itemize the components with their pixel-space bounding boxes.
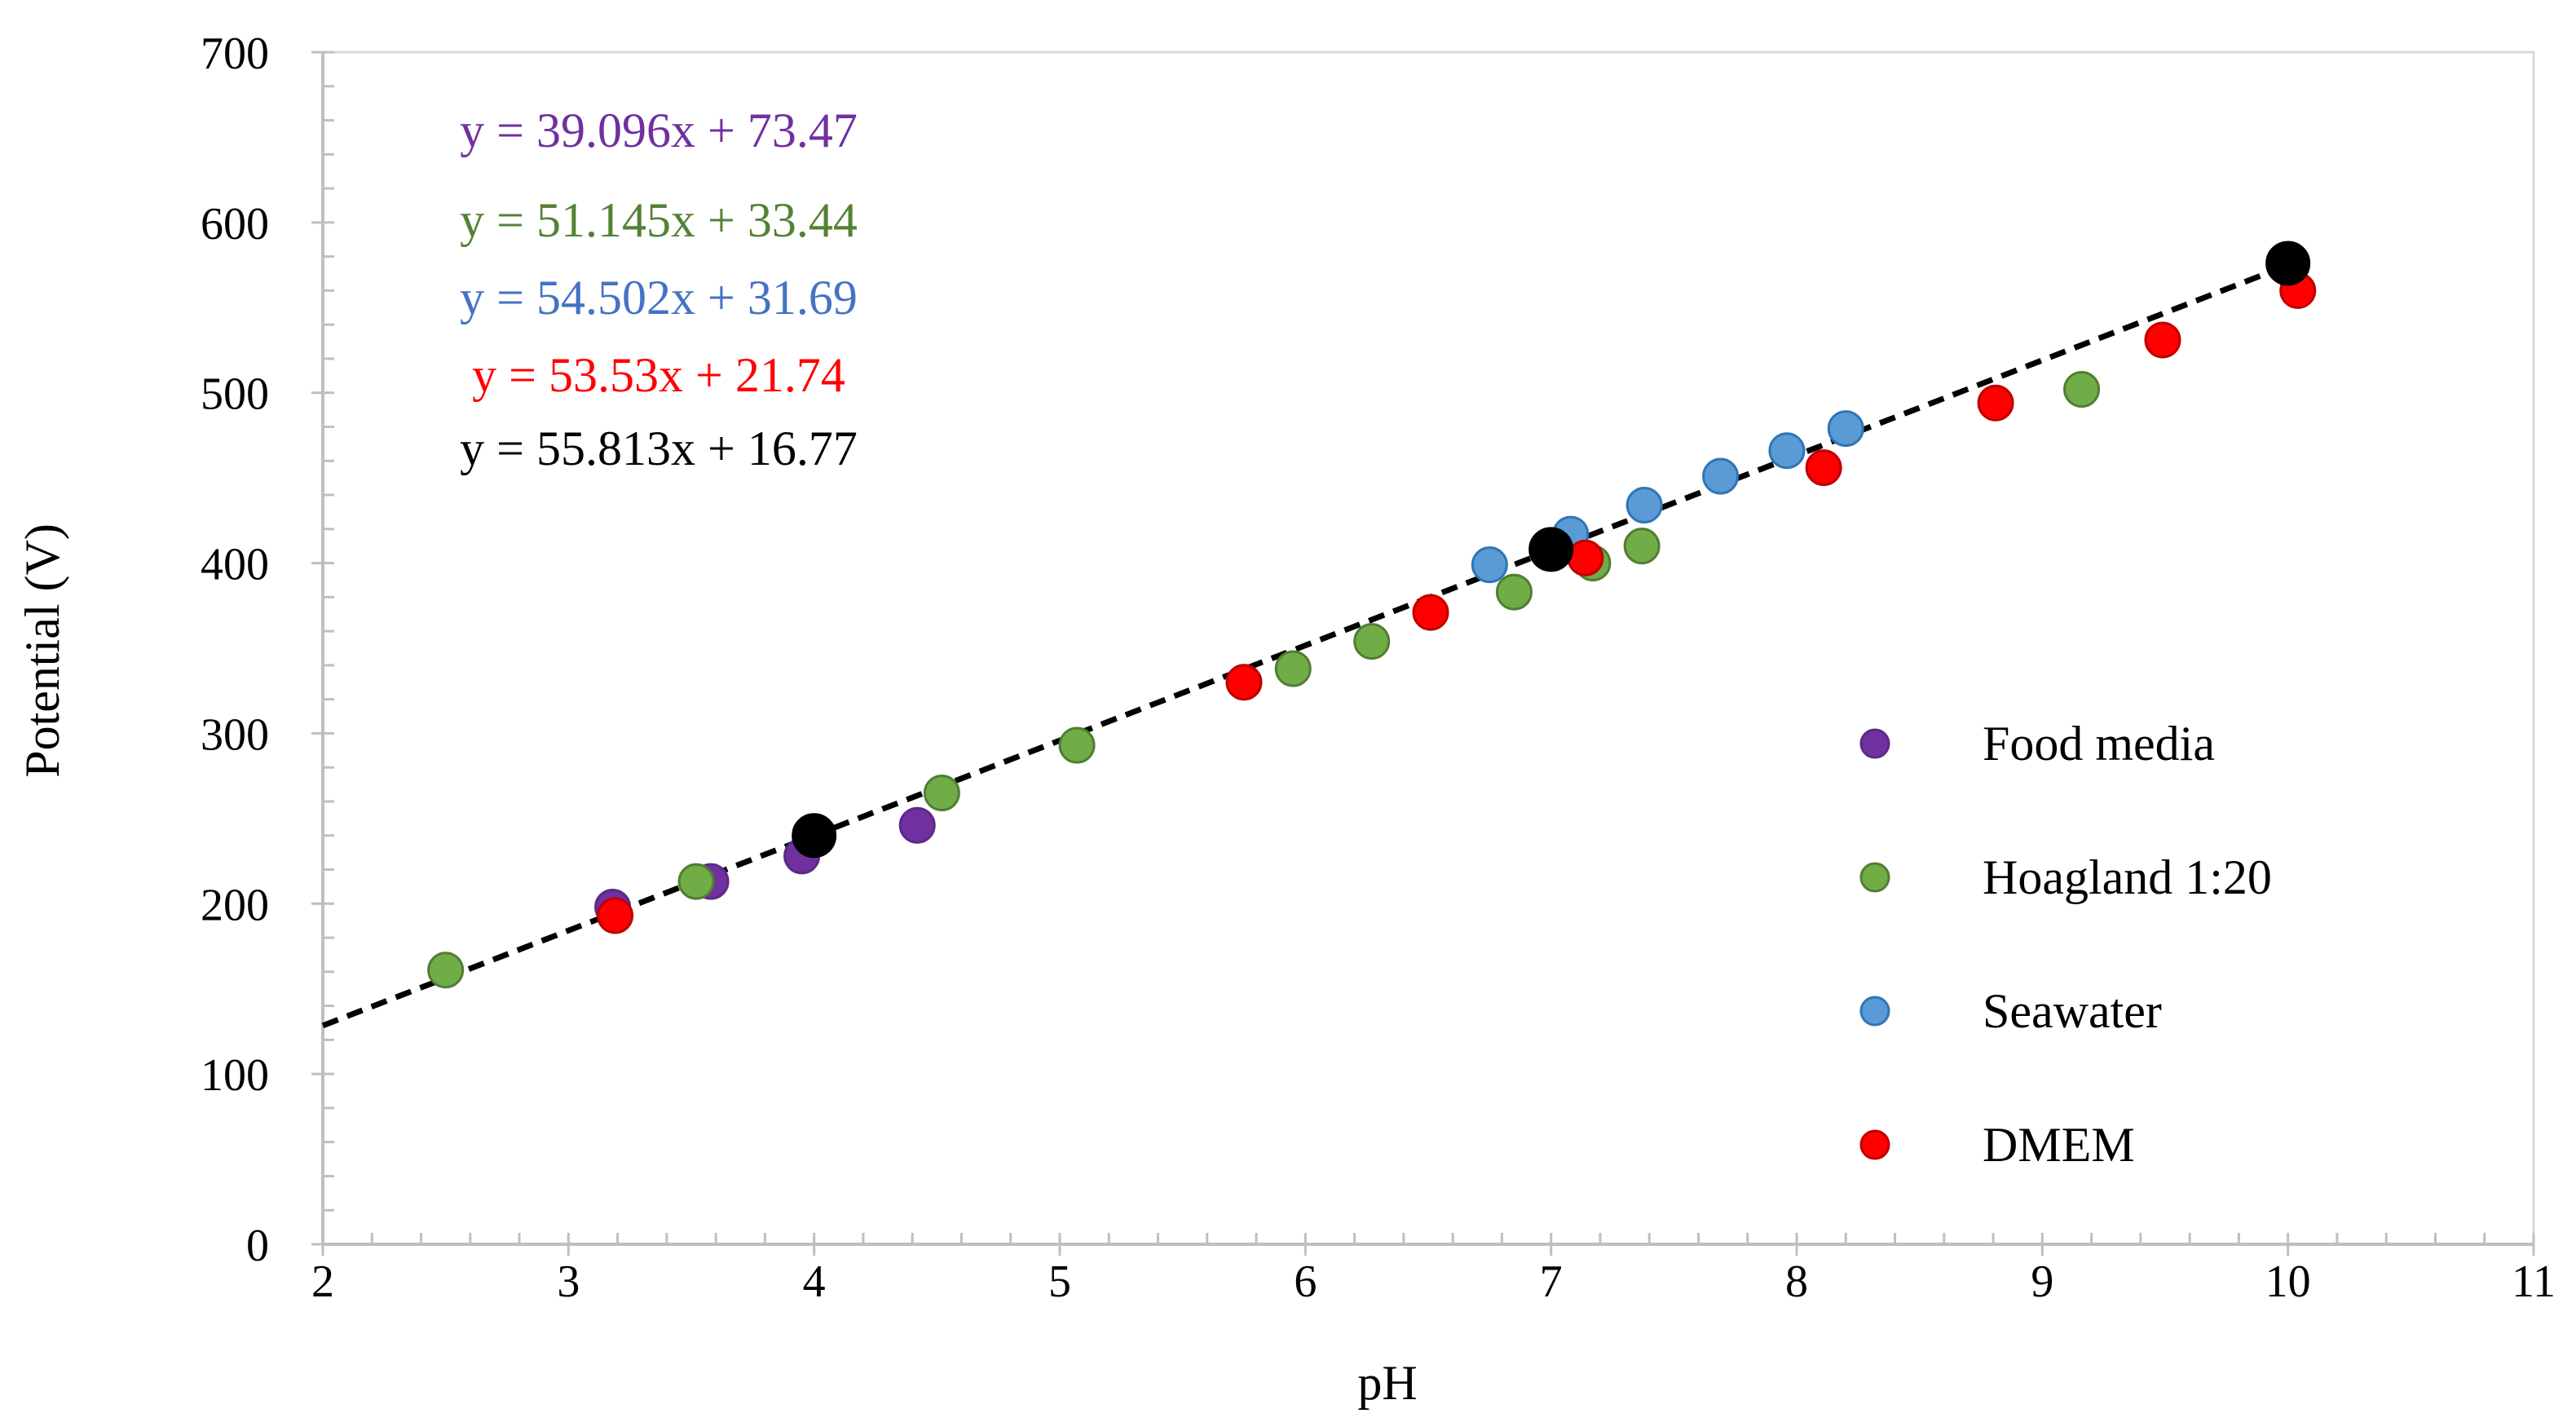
x-tick-label: 2 [311,1256,334,1307]
food-media-point [898,806,936,844]
x-tick-label: 8 [1785,1256,1808,1307]
hoagland-1-20-point [1058,726,1096,764]
calibration-point [1528,527,1574,572]
dmem-point [1805,449,1842,487]
x-tick-label: 3 [557,1256,580,1307]
seawater-point [1827,410,1864,448]
x-axis-title: pH [1357,1356,1417,1410]
y-tick-label: 400 [201,540,269,590]
hoagland-1-20-point [1353,623,1391,660]
dmem-point [1977,384,2014,422]
dmem-point [1225,664,1263,701]
x-tick-label: 10 [2265,1256,2311,1307]
hoagland-1-20-point [2063,371,2101,408]
x-tick-label: 6 [1294,1256,1317,1307]
trendline-equation: y = 54.502x + 31.69 [460,271,858,325]
trendline-equation: y = 53.53x + 21.74 [472,348,845,402]
hoagland-1-20-point [1495,573,1533,611]
legend: Food media Hoagland 1:20 Seawater DMEM [1859,717,2272,1172]
hoagland-1-20-point [677,863,715,900]
trendline [321,263,2289,1029]
trendline-equation: y = 39.096x + 73.47 [460,104,858,157]
legend-marker-dmem [1859,1129,1890,1160]
calibration-point [792,813,837,859]
trendline-equation: y = 51.145x + 33.44 [460,193,858,247]
dmem-point [1567,539,1604,576]
legend-label-seawater: Seawater [1983,984,2162,1038]
hoagland-1-20-point [427,952,465,989]
seawater-point [1768,432,1806,470]
hoagland-1-20-point [1274,650,1312,687]
y-tick-labels: 0 100 200 300 400 500 600 700 [201,29,323,1271]
trendline-equations: y = 39.096x + 73.47 y = 51.145x + 33.44 y … [460,104,858,475]
seawater-point [1625,487,1663,524]
calibration-point [2265,241,2311,286]
data-points [427,241,2317,989]
legend-marker-hoagland-1-20 [1859,862,1890,893]
dmem-point [1412,594,1449,631]
hoagland-1-20-point [1623,528,1661,565]
legend-label-food-media: Food media [1983,717,2215,771]
seawater-point [1471,546,1508,584]
x-tick-label: 11 [2512,1256,2556,1307]
y-tick-label: 700 [201,29,269,79]
y-tick-label: 500 [201,369,269,420]
seawater-point [1702,457,1740,495]
legend-marker-food-media [1859,728,1890,759]
y-axis-title: Potential (V) [15,523,69,778]
plot-area [321,51,2535,1246]
x-tick-label: 7 [1540,1256,1563,1307]
y-tick-label: 100 [201,1050,269,1101]
dmem-point [597,897,634,934]
y-tick-label: 300 [201,709,269,760]
hoagland-1-20-point [923,775,960,812]
dmem-point [2144,321,2181,359]
y-tick-label: 0 [246,1221,269,1271]
x-tick-label: 9 [2031,1256,2053,1307]
legend-label-hoagland-1-20: Hoagland 1:20 [1983,850,2272,904]
y-tick-label: 200 [201,880,269,930]
x-tick-labels: 2 3 4 5 6 7 8 9 10 11 [311,1244,2556,1307]
trendline-equation: y = 55.813x + 16.77 [460,422,858,475]
y-tick-label: 600 [201,199,269,250]
legend-marker-seawater [1859,996,1890,1027]
legend-label-dmem: DMEM [1983,1118,2135,1172]
x-tick-label: 4 [803,1256,826,1307]
x-tick-label: 5 [1048,1256,1071,1307]
